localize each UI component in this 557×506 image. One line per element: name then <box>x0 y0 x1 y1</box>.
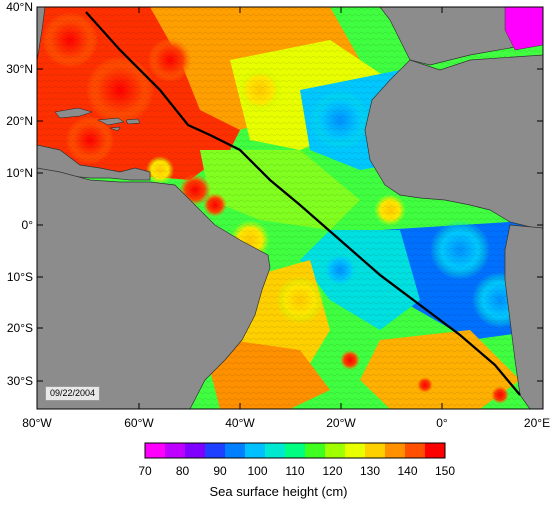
colorbar-tick: 140 <box>397 464 417 478</box>
colorbar-swatch <box>165 443 186 458</box>
colorbar-swatch <box>365 443 386 458</box>
colorbar-tick: 130 <box>360 464 380 478</box>
colorbar <box>145 443 446 458</box>
mediterranean-low <box>504 7 543 51</box>
lat-label: 30°N <box>6 62 33 76</box>
lat-label: 10°S <box>7 270 33 284</box>
lat-label: 20°S <box>7 321 33 335</box>
north-america <box>37 7 46 61</box>
colorbar-tick-labels: 70 80 90 100 110 120 130 140 150 <box>138 464 455 478</box>
colorbar-tick: 150 <box>435 464 455 478</box>
lat-label: 40°N <box>6 0 33 14</box>
iberia <box>379 7 543 66</box>
colorbar-tick: 100 <box>247 464 267 478</box>
axis-ticks <box>37 6 543 409</box>
lat-label: 10°N <box>6 166 33 180</box>
colorbar-swatch <box>145 443 166 458</box>
lat-label: 0° <box>22 218 34 232</box>
longitude-labels: 80°W 60°W 40°W 20°W 0° 20°E <box>22 416 550 430</box>
colorbar-swatch <box>225 443 246 458</box>
colorbar-swatch <box>265 443 286 458</box>
lat-label: 20°N <box>6 114 33 128</box>
caribbean-islands <box>54 107 141 132</box>
map-frame <box>36 6 544 410</box>
colorbar-tick: 80 <box>176 464 190 478</box>
colorbar-tick: 120 <box>322 464 342 478</box>
colorbar-swatch <box>185 443 206 458</box>
colorbar-swatch <box>205 443 226 458</box>
lon-label: 60°W <box>124 416 154 430</box>
africa <box>364 54 543 231</box>
latitude-labels: 40°N 30°N 20°N 10°N 0° 10°S 20°S 30°S <box>6 0 33 388</box>
colorbar-swatch <box>245 443 266 458</box>
colorbar-swatch <box>405 443 426 458</box>
colorbar-tick: 70 <box>138 464 152 478</box>
colorbar-swatch <box>425 443 446 458</box>
lon-label: 20°W <box>326 416 356 430</box>
southern-africa <box>504 224 543 409</box>
date-stamp: 09/22/2004 <box>45 386 101 401</box>
south-america <box>37 167 271 409</box>
land <box>37 7 543 409</box>
colorbar-tick: 90 <box>213 464 227 478</box>
ship-track-line <box>85 11 521 396</box>
colorbar-swatch <box>345 443 366 458</box>
colorbar-frame <box>144 442 446 459</box>
lon-label: 40°W <box>225 416 255 430</box>
lat-label: 30°S <box>7 374 33 388</box>
colorbar-swatch <box>285 443 306 458</box>
colorbar-tick: 110 <box>285 464 304 478</box>
lon-label: 0° <box>436 416 448 430</box>
colorbar-swatch <box>305 443 326 458</box>
map-field <box>37 7 543 409</box>
colorbar-title: Sea surface height (cm) <box>209 484 348 499</box>
lon-label: 20°E <box>524 416 550 430</box>
lon-label: 80°W <box>22 416 52 430</box>
colorbar-swatch <box>385 443 406 458</box>
colorbar-swatch <box>325 443 346 458</box>
